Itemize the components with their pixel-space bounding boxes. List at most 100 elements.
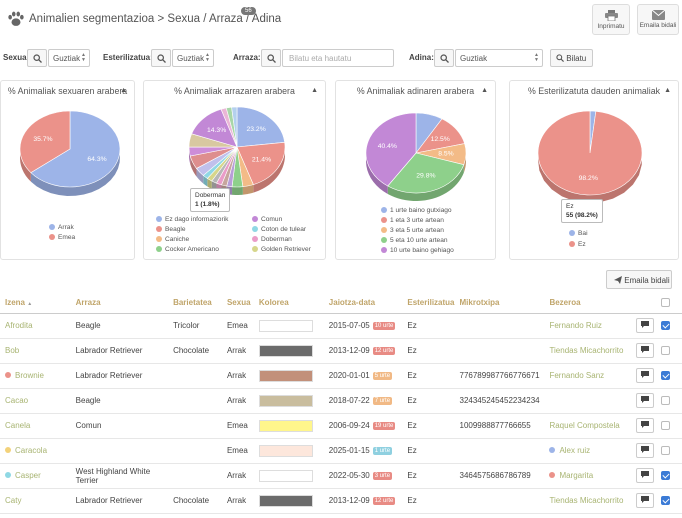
client-cell[interactable]: Fernando Sanz: [544, 363, 632, 389]
column-header-mikrotxipa[interactable]: Mikrotxipa: [454, 292, 545, 314]
column-header-barietatea[interactable]: Barietatea: [168, 292, 222, 314]
animal-name-cell[interactable]: Caracola: [0, 438, 71, 464]
esterilizatua-search-button[interactable]: [151, 49, 171, 67]
client-name[interactable]: Margarita: [559, 471, 594, 480]
column-header-izena[interactable]: Izena ▲: [0, 292, 71, 314]
comment-button[interactable]: [636, 418, 655, 433]
column-header-arraza[interactable]: Arraza: [70, 292, 169, 314]
animal-name[interactable]: Cacao: [5, 396, 29, 405]
arraza-search-button[interactable]: [261, 49, 281, 67]
column-header-sexua[interactable]: Sexua: [221, 292, 254, 314]
chart-title: % Esterilizatuta dauden animaliak: [527, 86, 661, 96]
comment-button[interactable]: [636, 368, 655, 383]
comment-button[interactable]: [636, 443, 655, 458]
animal-name-cell[interactable]: Brownie: [0, 363, 71, 389]
client-name[interactable]: Fernando Sanz: [549, 371, 605, 380]
animal-name[interactable]: Caty: [5, 496, 22, 505]
select-all-box[interactable]: [661, 297, 671, 307]
pie-slice[interactable]: [236, 106, 286, 148]
collapse-icon[interactable]: ▲: [120, 87, 127, 94]
row-checkbox[interactable]: [661, 396, 671, 406]
animal-name-cell[interactable]: Bob: [0, 338, 71, 364]
row-checkbox-cell: [655, 413, 682, 439]
column-header-bezeroa[interactable]: Bezeroa: [544, 292, 632, 314]
breed-cell: [70, 438, 169, 464]
row-checkbox[interactable]: [661, 446, 671, 456]
adina-search-button[interactable]: [434, 49, 454, 67]
column-header-jaiotza-data[interactable]: Jaiotza-data: [323, 292, 403, 314]
animal-name-cell[interactable]: Afrodita: [0, 313, 71, 339]
comment-button[interactable]: [636, 393, 655, 408]
comment-button[interactable]: [636, 468, 655, 483]
client-name[interactable]: Raquel Compostela: [549, 421, 620, 430]
client-cell[interactable]: Tiendas Micachorrito: [544, 338, 632, 364]
client-cell[interactable]: Margarita: [544, 463, 632, 489]
row-checkbox[interactable]: [661, 421, 671, 431]
table-row[interactable]: Afrodita Beagle Tricolor Emea 2015-07-05 10 u…: [0, 313, 682, 339]
animal-name[interactable]: Afrodita: [5, 321, 33, 330]
client-name[interactable]: Fernando Ruiz: [549, 321, 602, 330]
breed-chart-panel: % Animaliak arrazaren arabera ▲ 23.2% 21.…: [143, 80, 326, 260]
arraza-input[interactable]: Bilatu eta hautatu: [282, 49, 394, 67]
esterilizatua-select[interactable]: Guztiak ▲ ▼: [172, 49, 214, 67]
table-row[interactable]: Caracola Emea 2025-01-15 1 urte Ez Alex ruiz: [0, 438, 682, 464]
client-cell[interactable]: Tiendas Micachorrito: [544, 488, 632, 514]
pie-slice-side: [242, 184, 254, 195]
row-checkbox[interactable]: [661, 496, 671, 506]
birthdate: 2006-09-24: [328, 421, 370, 430]
animal-name[interactable]: Canela: [5, 421, 31, 430]
print-button[interactable]: Inprimatu: [592, 4, 630, 35]
column-header-esterilizatua[interactable]: Esterilizatua: [402, 292, 455, 314]
table-row[interactable]: Cacao Beagle Arrak 2018-07-22 7 urte Ez 324345…: [0, 388, 682, 414]
sexua-search-button[interactable]: [27, 49, 47, 67]
client-cell[interactable]: Alex ruiz: [544, 438, 632, 464]
row-checkbox[interactable]: [661, 346, 671, 356]
table-row[interactable]: Bob Labrador Retriever Chocolate Arrak 2013-…: [0, 338, 682, 364]
client-cell[interactable]: Raquel Compostela: [544, 413, 632, 439]
animal-name-cell[interactable]: Casper: [0, 463, 71, 489]
email-button[interactable]: Emaila bidali: [637, 4, 679, 35]
pie-slice[interactable]: [30, 110, 121, 188]
pie-slice[interactable]: [365, 112, 417, 187]
table-row[interactable]: Brownie Labrador Retriever Arrak 2020-01-01…: [0, 363, 682, 389]
pie-slice[interactable]: [387, 152, 465, 194]
animal-name-cell[interactable]: Caty: [0, 488, 71, 514]
comment-button[interactable]: [636, 318, 655, 333]
animal-name[interactable]: Casper: [15, 471, 41, 480]
comment-button[interactable]: [636, 343, 655, 358]
client-cell[interactable]: Fernando Ruiz: [544, 313, 632, 339]
collapse-icon[interactable]: ▲: [311, 87, 318, 94]
client-name[interactable]: Alex ruiz: [559, 446, 591, 455]
row-checkbox[interactable]: [661, 471, 671, 481]
legend-item: Cocker Americano: [156, 246, 219, 253]
select-all-checkbox[interactable]: [655, 292, 682, 314]
sex-pie-chart: 64.3% 35.7%: [19, 110, 121, 196]
bilatu-button[interactable]: Bilatu: [550, 49, 593, 67]
row-checkbox[interactable]: [661, 371, 671, 381]
animal-name-cell[interactable]: Canela: [0, 413, 71, 439]
comment-button[interactable]: [636, 493, 655, 508]
microchip-cell: [454, 438, 545, 464]
collapse-icon[interactable]: ▲: [481, 87, 488, 94]
adina-select[interactable]: Guztiak ▲ ▼: [455, 49, 543, 67]
row-checkbox[interactable]: [661, 321, 671, 331]
table-row[interactable]: Casper West Highland White Terrier Arrak 20…: [0, 463, 682, 489]
client-name[interactable]: Tiendas Micachorrito: [549, 496, 624, 505]
column-header-kolorea[interactable]: Kolorea: [253, 292, 324, 314]
table-row[interactable]: Caty Labrador Retriever Chocolate Arrak 2013…: [0, 488, 682, 514]
legend-dot: [381, 217, 387, 223]
client-name[interactable]: Tiendas Micachorrito: [549, 346, 624, 355]
sexua-select[interactable]: Guztiak ▲ ▼: [48, 49, 90, 67]
animal-name[interactable]: Brownie: [15, 371, 44, 380]
animal-name[interactable]: Bob: [5, 346, 20, 355]
send-email-button[interactable]: Emaila bidali: [606, 270, 672, 289]
table-row[interactable]: Canela Comun Emea 2006-09-24 19 urte Ez 100998…: [0, 413, 682, 439]
pie-slice[interactable]: [231, 106, 238, 148]
birthdate: 2018-07-22: [328, 396, 370, 405]
animal-name-cell[interactable]: Cacao: [0, 388, 71, 414]
collapse-icon[interactable]: ▲: [664, 87, 671, 94]
client-cell[interactable]: [544, 388, 632, 414]
pie-slice[interactable]: [537, 110, 643, 196]
animal-name[interactable]: Caracola: [15, 446, 48, 455]
pie-slice[interactable]: [19, 110, 71, 174]
